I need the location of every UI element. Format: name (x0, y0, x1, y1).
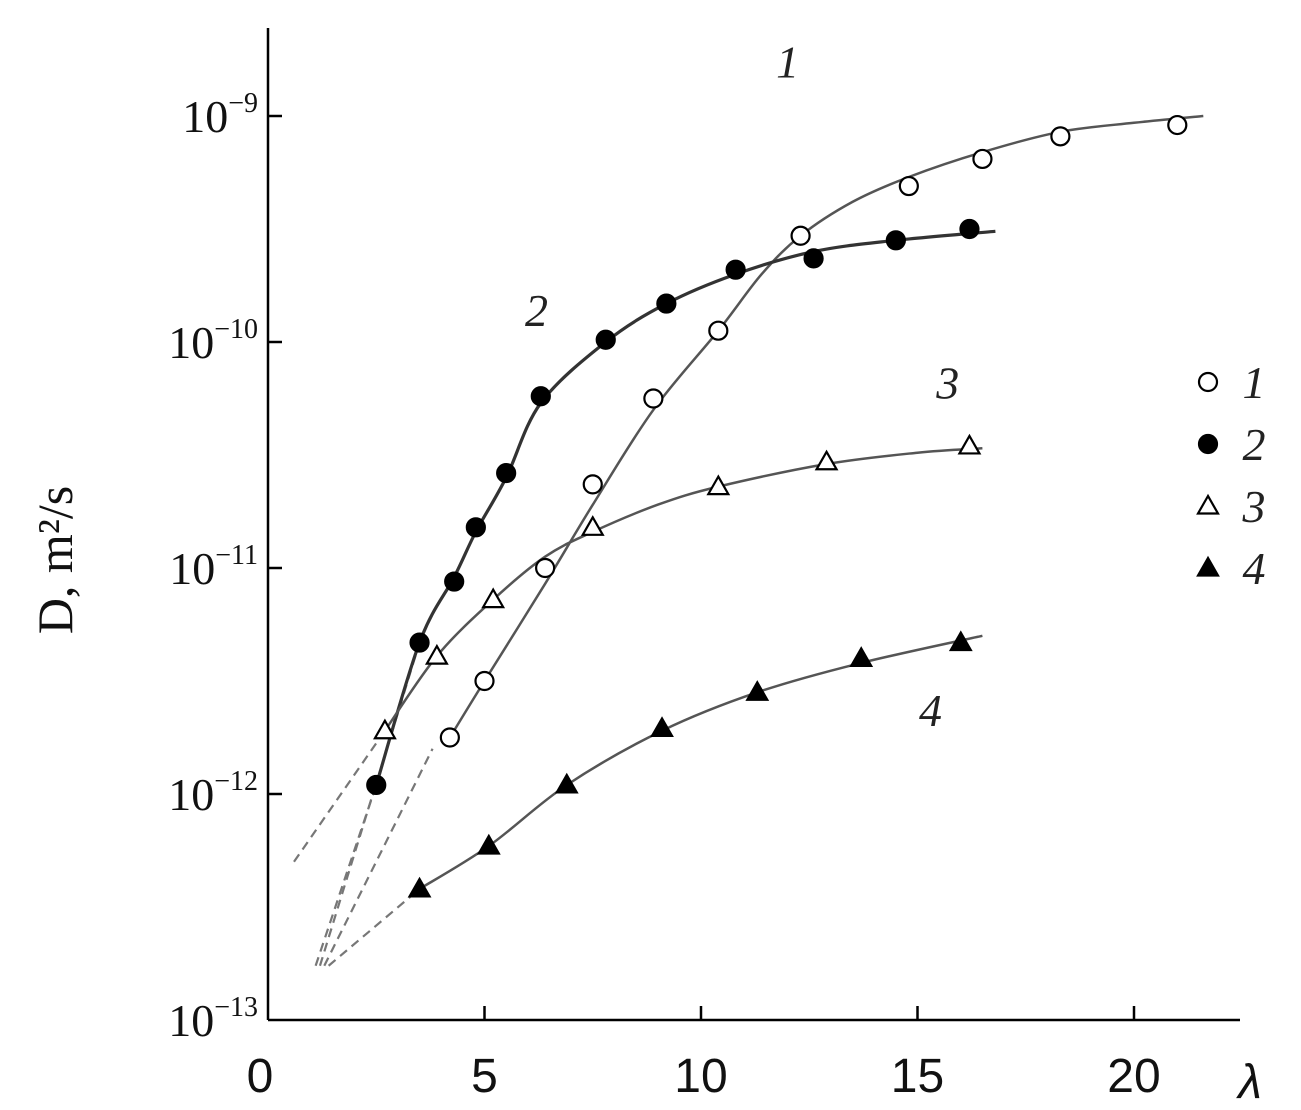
series-4-point (554, 772, 579, 794)
series-2-point (656, 293, 677, 314)
x-axis-label: λ (1235, 1056, 1262, 1109)
series-2-point (366, 774, 387, 796)
series-4-label: 4 (919, 685, 942, 736)
series-1-point (898, 175, 919, 197)
series-2-point (959, 218, 980, 240)
series-3-curve (383, 446, 983, 732)
series-2-point (803, 248, 824, 269)
extrapolation-line (293, 730, 386, 863)
legend-marker-4 (1196, 555, 1220, 577)
series-2-curve (374, 229, 996, 786)
series-3-label: 3 (935, 358, 959, 409)
series-2-point (725, 259, 746, 280)
series-3-point (814, 449, 839, 471)
series-1-point (1050, 126, 1071, 147)
series-3-point (580, 515, 605, 536)
legend-label-4: 4 (1243, 543, 1266, 594)
series-3-point (481, 587, 506, 609)
series-2-point (595, 329, 616, 350)
series-4-point (476, 833, 501, 855)
y-tick-label: 10−13 (168, 992, 258, 1046)
legend-label-3: 3 (1242, 481, 1266, 532)
y-tick-label: 10−11 (169, 540, 258, 594)
series-1-point (474, 670, 495, 692)
legend-marker-3 (1196, 493, 1220, 515)
series-1-point (535, 557, 556, 579)
y-axis-label: D, m²/s (27, 486, 83, 634)
series-1-point (582, 474, 603, 495)
extrapolation-line (314, 784, 378, 967)
series-3-point (957, 433, 982, 455)
extrapolation-lines (293, 642, 434, 967)
series-3-point (706, 474, 731, 496)
series-4-point (849, 646, 874, 668)
series-2-point (496, 462, 517, 484)
series-2-point (465, 517, 486, 538)
legend: 1 2 3 4 (1196, 357, 1266, 594)
series-4-point (745, 680, 770, 701)
x-tick-label: 20 (1107, 1050, 1160, 1103)
curve-labels: 1 2 3 4 (525, 37, 959, 737)
series-2-point (444, 571, 465, 592)
series-1-curve (448, 114, 1204, 739)
y-tick-label: 10−9 (182, 88, 258, 142)
series-1-point (708, 320, 729, 341)
fit-curves (374, 114, 1204, 890)
series-3-point (424, 643, 449, 665)
series-4-point (948, 630, 973, 652)
series-2-point (409, 632, 430, 653)
series-4-curve (418, 634, 983, 890)
x-tick-label: 5 (471, 1050, 498, 1103)
series-1-point (1167, 114, 1188, 136)
legend-label-2: 2 (1243, 419, 1266, 470)
series-1-label: 1 (776, 37, 799, 88)
series-1-point (790, 225, 811, 246)
series-1-point (643, 388, 664, 409)
series-4-point (407, 876, 432, 898)
extrapolation-line (327, 888, 421, 967)
y-tick-label: 10−10 (168, 314, 258, 368)
series-2-point (885, 230, 906, 251)
axes: 0 5 10 15 20 10−9 10−10 10−11 10−12 10−13 (168, 28, 1240, 1103)
series-2-label: 2 (525, 285, 548, 336)
x-tick-label: 15 (891, 1050, 944, 1103)
legend-marker-2 (1197, 433, 1219, 455)
series-1-point (972, 148, 993, 170)
x-tick-label: 0 (247, 1050, 274, 1103)
series-2-point (530, 386, 551, 407)
legend-label-1: 1 (1243, 357, 1266, 408)
extrapolation-line (323, 748, 434, 967)
legend-marker-1 (1197, 371, 1219, 393)
series-1-point (439, 727, 460, 748)
extrapolation-line (318, 642, 421, 967)
series-4-point (650, 716, 674, 738)
y-tick-label: 10−12 (168, 766, 258, 820)
x-tick-label: 10 (674, 1050, 727, 1103)
data-markers (366, 114, 1188, 898)
series-3-point (373, 718, 397, 740)
